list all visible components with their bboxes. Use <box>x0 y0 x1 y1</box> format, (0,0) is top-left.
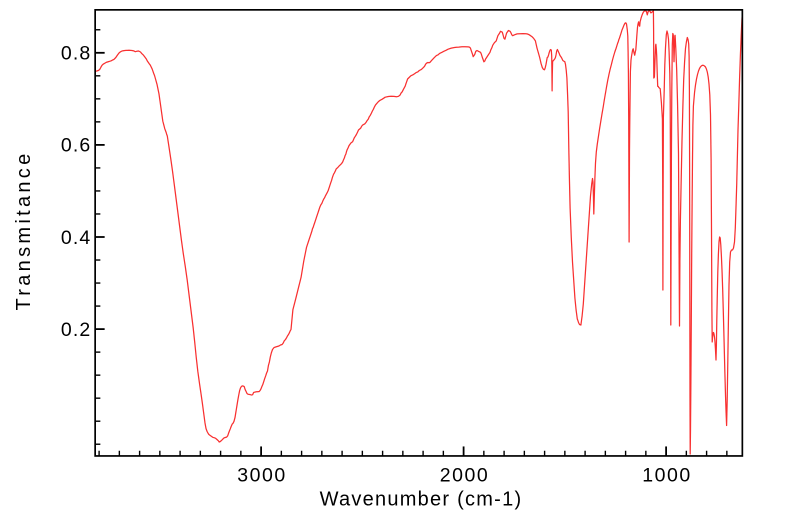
svg-text:Wavenumber (cm-1): Wavenumber (cm-1) <box>320 489 523 511</box>
svg-text:1000: 1000 <box>642 465 691 487</box>
svg-text:0.2: 0.2 <box>61 319 91 341</box>
svg-text:0.4: 0.4 <box>61 227 91 249</box>
svg-text:Transmitance: Transmitance <box>13 150 35 310</box>
svg-text:0.6: 0.6 <box>61 135 91 157</box>
svg-text:2000: 2000 <box>440 465 489 487</box>
svg-text:3000: 3000 <box>237 465 286 487</box>
svg-text:0.8: 0.8 <box>61 43 91 65</box>
